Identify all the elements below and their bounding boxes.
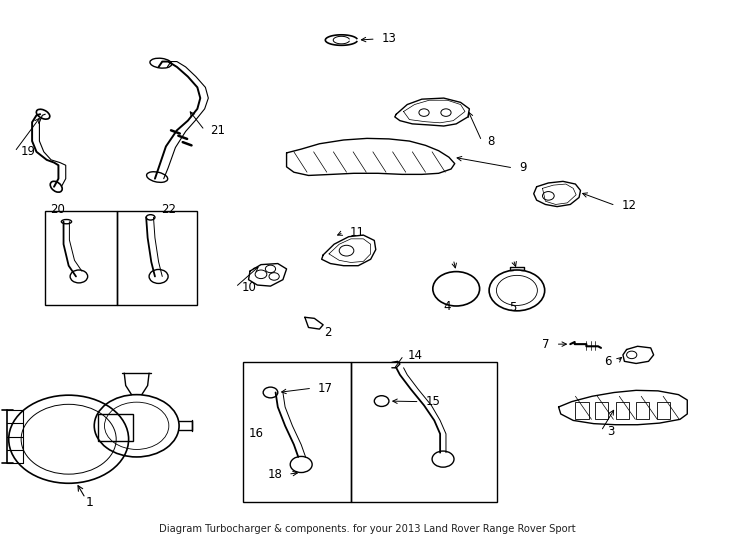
Text: 13: 13 — [382, 32, 396, 45]
Bar — [636, 402, 650, 420]
Text: 22: 22 — [161, 204, 176, 217]
Text: 7: 7 — [542, 338, 550, 350]
Text: 14: 14 — [407, 349, 422, 362]
Bar — [657, 402, 669, 420]
Text: 20: 20 — [50, 204, 65, 217]
Text: 10: 10 — [241, 281, 256, 294]
Text: 17: 17 — [318, 382, 333, 395]
Text: 11: 11 — [349, 226, 365, 239]
Bar — [616, 402, 629, 420]
Text: 12: 12 — [622, 199, 636, 212]
Text: 19: 19 — [21, 145, 35, 158]
Bar — [46, 211, 117, 305]
Bar — [351, 362, 497, 502]
Text: 6: 6 — [604, 355, 611, 368]
Text: 4: 4 — [443, 300, 451, 313]
Text: 1: 1 — [85, 496, 93, 509]
Text: 5: 5 — [509, 301, 517, 314]
Text: 2: 2 — [324, 326, 332, 339]
Text: 18: 18 — [267, 468, 282, 481]
Bar — [117, 211, 197, 305]
Text: 8: 8 — [487, 134, 495, 147]
Text: Diagram Turbocharger & components. for your 2013 Land Rover Range Rover Sport: Diagram Turbocharger & components. for y… — [159, 524, 575, 534]
Bar — [595, 402, 608, 420]
Bar — [243, 362, 351, 502]
Text: 15: 15 — [426, 395, 440, 408]
Text: 21: 21 — [211, 124, 225, 137]
Text: 9: 9 — [519, 161, 526, 174]
Bar — [575, 402, 589, 420]
Text: 16: 16 — [249, 427, 264, 440]
Bar — [98, 414, 133, 441]
Text: 3: 3 — [607, 424, 614, 437]
